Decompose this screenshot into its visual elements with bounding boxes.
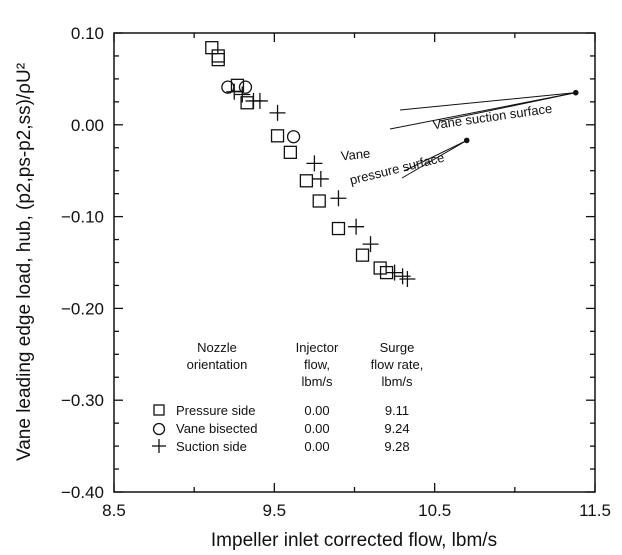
- y-tick-label: 0.10: [71, 24, 104, 43]
- x-tick-label: 10.5: [418, 501, 451, 520]
- suction-leader-line: [399, 92, 576, 111]
- axis-ticks: [113, 32, 596, 493]
- legend-row-suction-injector: 0.00: [304, 439, 329, 454]
- suction-side-point: [362, 236, 379, 253]
- pressure-side-point: [312, 194, 326, 208]
- legend-header-surge-1: Surge: [380, 340, 415, 355]
- legend-row-bisected-surge: 9.24: [384, 421, 409, 436]
- vane-bisected-point: [238, 80, 253, 94]
- legend: Nozzle orientation Injector flow, lbm/s …: [152, 340, 423, 454]
- legend-header-nozzle-2: orientation: [187, 357, 248, 372]
- x-tick-label: 8.5: [102, 501, 126, 520]
- suction-side-point: [386, 264, 403, 281]
- data-markers: [205, 41, 416, 288]
- suction-side-point: [226, 83, 243, 100]
- legend-row-bisected-label: Vane bisected: [176, 421, 257, 436]
- legend-row-pressure-surge: 9.11: [385, 403, 409, 418]
- y-tick-label: −0.30: [61, 391, 104, 410]
- pressure-side-point: [211, 52, 225, 67]
- y-tick-label: 0.00: [71, 116, 104, 135]
- x-tick-label: 11.5: [579, 501, 611, 520]
- suction-side-point: [330, 190, 347, 207]
- legend-header-injector-3: lbm/s: [301, 374, 333, 389]
- pressure-side-point: [355, 248, 370, 262]
- suction-surface-dot: [572, 89, 579, 96]
- suction-side-point: [399, 271, 416, 288]
- legend-row-suction-surge: 9.28: [384, 439, 409, 454]
- suction-leader-line: [439, 92, 576, 122]
- pressure-surface-dot: [463, 137, 470, 144]
- suction-side-point: [234, 86, 251, 103]
- suction-side-point: [306, 155, 323, 172]
- suction-side-point: [348, 218, 365, 235]
- suction-side-point: [394, 268, 411, 285]
- x-axis-title: Impeller inlet corrected flow, lbm/s: [211, 530, 497, 551]
- legend-row-pressure-label: Pressure side: [176, 403, 255, 418]
- tick-labels: 8.5 9.5 10.5 11.5 0.10 0.00 −0.10 −0.20 −0.30 −0.…: [61, 24, 611, 520]
- pressure-surface-label-1: Vane: [340, 146, 371, 164]
- legend-row-bisected-injector: 0.00: [304, 421, 329, 436]
- x-tick-label: 9.5: [263, 501, 287, 520]
- annotation-lines: [389, 89, 579, 179]
- suction-side-point: [269, 104, 286, 121]
- legend-plus-marker: [152, 439, 166, 453]
- suction-side-point: [312, 170, 329, 187]
- pressure-side-point: [283, 145, 298, 159]
- vane-bisected-point: [286, 130, 301, 144]
- pressure-side-point: [270, 129, 285, 143]
- y-axis-title: Vane leading edge load, hub, (p2,ps-p2,s…: [14, 63, 35, 461]
- y-tick-label: −0.40: [61, 483, 104, 502]
- legend-header-injector-2: flow,: [304, 357, 330, 372]
- y-tick-label: −0.20: [61, 299, 104, 318]
- legend-row-pressure-injector: 0.00: [304, 403, 329, 418]
- suction-side-point: [251, 92, 268, 109]
- y-tick-label: −0.10: [61, 208, 104, 227]
- legend-header-injector-1: Injector: [296, 340, 339, 355]
- legend-header-surge-3: lbm/s: [381, 374, 413, 389]
- legend-row-suction-label: Suction side: [176, 439, 247, 454]
- legend-circle-marker: [152, 422, 166, 436]
- pressure-leader-line: [403, 139, 467, 172]
- pressure-side-point: [299, 174, 314, 188]
- legend-header-nozzle-1: Nozzle: [197, 340, 237, 355]
- pressure-leader-line: [401, 139, 467, 179]
- legend-square-marker: [153, 404, 165, 416]
- legend-header-surge-2: flow rate,: [371, 357, 424, 372]
- pressure-side-point: [331, 221, 346, 236]
